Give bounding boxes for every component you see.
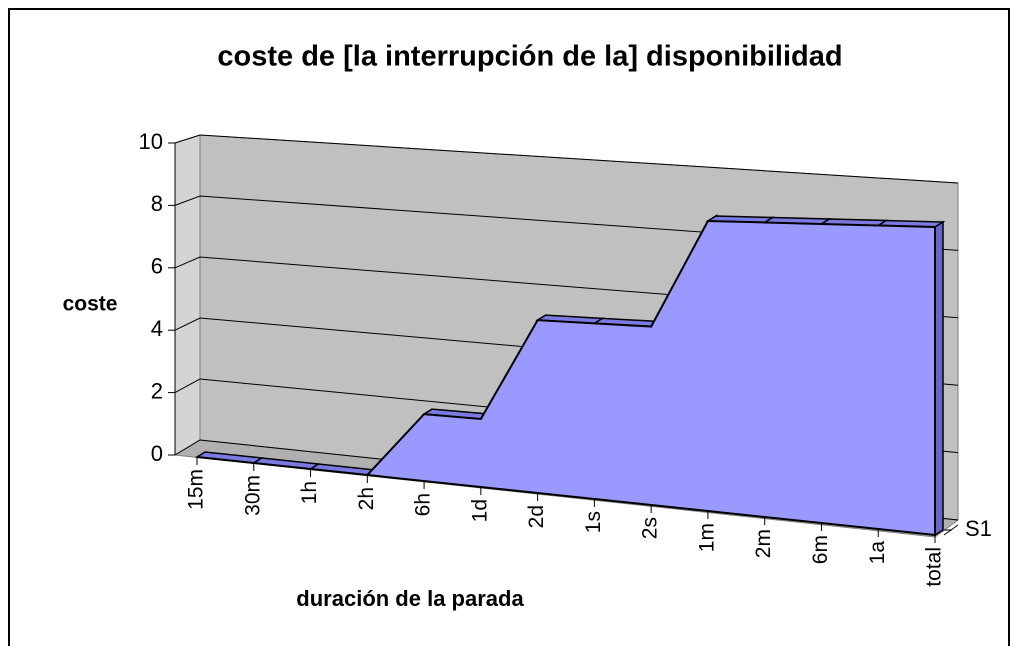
x-tick-label: 2s [639, 517, 662, 539]
y-tick-label: 10 [139, 129, 163, 154]
y-tick-label: 6 [151, 254, 163, 279]
grid-line [174, 134, 959, 184]
x-tick-label: 1m [695, 523, 718, 552]
x-tick-label: 1a [866, 541, 889, 565]
x-tick-label: 2m [752, 529, 775, 558]
x-tick-label: 2h [355, 487, 378, 510]
x-tick-label: 2d [525, 505, 548, 528]
area-end [934, 220, 944, 537]
y-tick-label: 0 [151, 441, 163, 466]
x-tick-label: 1d [468, 499, 491, 522]
x-tick-label: total [923, 547, 946, 587]
plot-area: 0 2 4 6 8 10 S1 15m 30m 1h 2h 6h 1d 2d 1s 2s 1m 2m 6m 1a tot… [139, 129, 992, 587]
x-tick-label: 1s [582, 511, 605, 533]
y-tick-label: 2 [151, 378, 163, 403]
y-tick-label: 4 [151, 316, 163, 341]
y-axis-title: coste [63, 293, 118, 316]
x-axis-title: duración de la parada [296, 586, 524, 611]
x-tick-label: 1h [298, 481, 321, 504]
x-tick-label: 15m [185, 469, 208, 510]
x-tick-label: 6m [809, 535, 832, 564]
area [196, 219, 936, 537]
y-tick-label: 8 [151, 191, 163, 216]
x-tick-label: 6h [412, 493, 435, 516]
x-tick-label: 30m [241, 475, 264, 516]
chart-frame [8, 8, 1010, 646]
chart-title: coste de [la interrupción de la] disponi… [217, 41, 842, 73]
side-wall [174, 134, 201, 456]
depth-axis [943, 524, 959, 536]
series-label: S1 [965, 516, 992, 541]
